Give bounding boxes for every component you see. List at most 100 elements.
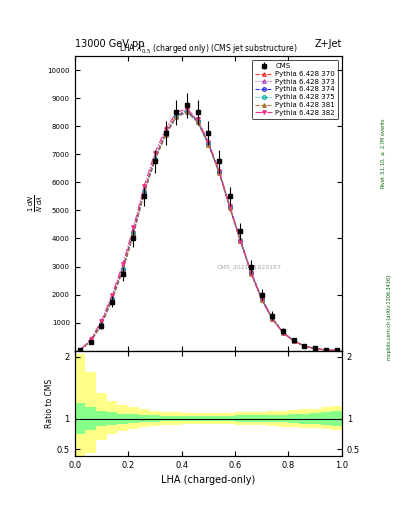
Pythia 6.428 375: [163, 131, 168, 137]
Pythia 6.428 381: [163, 133, 168, 139]
Pythia 6.428 370: [249, 269, 253, 275]
Pythia 6.428 382: [78, 347, 83, 353]
Pythia 6.428 373: [281, 329, 285, 335]
Pythia 6.428 382: [195, 116, 200, 122]
Pythia 6.428 373: [259, 295, 264, 301]
Line: Pythia 6.428 373: Pythia 6.428 373: [78, 109, 338, 352]
Pythia 6.428 374: [195, 118, 200, 124]
Pythia 6.428 381: [142, 190, 147, 197]
Pythia 6.428 382: [323, 347, 328, 353]
Pythia 6.428 382: [238, 238, 243, 244]
Pythia 6.428 373: [174, 112, 178, 118]
Pythia 6.428 370: [281, 329, 285, 335]
Pythia 6.428 370: [259, 295, 264, 302]
Pythia 6.428 381: [174, 114, 178, 120]
Pythia 6.428 370: [163, 131, 168, 137]
Pythia 6.428 375: [131, 230, 136, 236]
Pythia 6.428 374: [227, 204, 232, 210]
Pythia 6.428 370: [313, 346, 318, 352]
Pythia 6.428 373: [99, 319, 104, 326]
Pythia 6.428 375: [174, 113, 178, 119]
Line: Pythia 6.428 375: Pythia 6.428 375: [78, 109, 338, 352]
Text: CMS_2021_I1920187: CMS_2021_I1920187: [216, 264, 281, 270]
Pythia 6.428 374: [323, 347, 328, 353]
Pythia 6.428 381: [259, 297, 264, 303]
X-axis label: LHA (charged-only): LHA (charged-only): [161, 475, 255, 485]
Pythia 6.428 373: [238, 236, 243, 242]
Pythia 6.428 381: [217, 169, 221, 176]
Pythia 6.428 370: [174, 113, 178, 119]
Pythia 6.428 374: [249, 270, 253, 276]
Pythia 6.428 375: [259, 295, 264, 302]
Pythia 6.428 374: [163, 132, 168, 138]
Pythia 6.428 381: [99, 322, 104, 328]
Pythia 6.428 373: [334, 347, 339, 353]
Pythia 6.428 373: [249, 268, 253, 274]
Pythia 6.428 381: [206, 141, 211, 147]
Pythia 6.428 381: [281, 330, 285, 336]
Pythia 6.428 375: [152, 156, 157, 162]
Pythia 6.428 370: [185, 108, 189, 114]
Pythia 6.428 382: [88, 336, 93, 343]
Pythia 6.428 373: [110, 293, 114, 300]
Pythia 6.428 370: [238, 237, 243, 243]
Pythia 6.428 373: [185, 107, 189, 113]
Pythia 6.428 370: [323, 347, 328, 353]
Pythia 6.428 382: [99, 318, 104, 324]
Y-axis label: Ratio to CMS: Ratio to CMS: [45, 378, 54, 428]
Pythia 6.428 375: [99, 321, 104, 327]
Pythia 6.428 373: [270, 315, 275, 321]
Pythia 6.428 374: [120, 267, 125, 273]
Pythia 6.428 374: [88, 338, 93, 345]
Text: Z+Jet: Z+Jet: [314, 38, 342, 49]
Pythia 6.428 375: [270, 315, 275, 322]
Pythia 6.428 381: [185, 109, 189, 115]
Title: LHA $\lambda^{1}_{0.5}$ (charged only) (CMS jet substructure): LHA $\lambda^{1}_{0.5}$ (charged only) (…: [119, 41, 298, 56]
Pythia 6.428 382: [120, 261, 125, 267]
Pythia 6.428 382: [249, 270, 253, 276]
Pythia 6.428 381: [131, 231, 136, 238]
Pythia 6.428 382: [142, 183, 147, 189]
Line: Pythia 6.428 374: Pythia 6.428 374: [78, 110, 338, 352]
Pythia 6.428 382: [259, 296, 264, 303]
Pythia 6.428 374: [281, 330, 285, 336]
Pythia 6.428 374: [142, 190, 147, 196]
Pythia 6.428 374: [302, 343, 307, 349]
Pythia 6.428 374: [78, 347, 83, 353]
Pythia 6.428 370: [99, 320, 104, 326]
Pythia 6.428 375: [110, 295, 114, 302]
Pythia 6.428 382: [227, 203, 232, 209]
Pythia 6.428 381: [238, 238, 243, 244]
Pythia 6.428 382: [313, 346, 318, 352]
Pythia 6.428 375: [249, 269, 253, 275]
Pythia 6.428 382: [334, 347, 339, 353]
Pythia 6.428 381: [227, 205, 232, 211]
Pythia 6.428 373: [120, 264, 125, 270]
Pythia 6.428 375: [313, 346, 318, 352]
Pythia 6.428 374: [313, 346, 318, 352]
Pythia 6.428 382: [281, 330, 285, 336]
Pythia 6.428 375: [281, 329, 285, 335]
Pythia 6.428 374: [217, 169, 221, 175]
Pythia 6.428 375: [292, 338, 296, 344]
Pythia 6.428 370: [206, 140, 211, 146]
Legend: CMS, Pythia 6.428 370, Pythia 6.428 373, Pythia 6.428 374, Pythia 6.428 375, Pyt: CMS, Pythia 6.428 370, Pythia 6.428 373,…: [252, 60, 338, 119]
Pythia 6.428 382: [131, 224, 136, 230]
Pythia 6.428 381: [302, 343, 307, 349]
Pythia 6.428 374: [174, 114, 178, 120]
Pythia 6.428 375: [323, 347, 328, 353]
Pythia 6.428 373: [217, 167, 221, 174]
Pythia 6.428 374: [206, 141, 211, 147]
Pythia 6.428 373: [227, 202, 232, 208]
Pythia 6.428 381: [110, 297, 114, 303]
Pythia 6.428 373: [163, 129, 168, 135]
Pythia 6.428 374: [334, 347, 339, 353]
Pythia 6.428 382: [110, 291, 114, 297]
Pythia 6.428 375: [185, 108, 189, 114]
Pythia 6.428 381: [323, 347, 328, 353]
Pythia 6.428 382: [152, 150, 157, 156]
Pythia 6.428 382: [206, 139, 211, 145]
Pythia 6.428 373: [206, 139, 211, 145]
Pythia 6.428 370: [217, 168, 221, 174]
Pythia 6.428 373: [131, 227, 136, 233]
